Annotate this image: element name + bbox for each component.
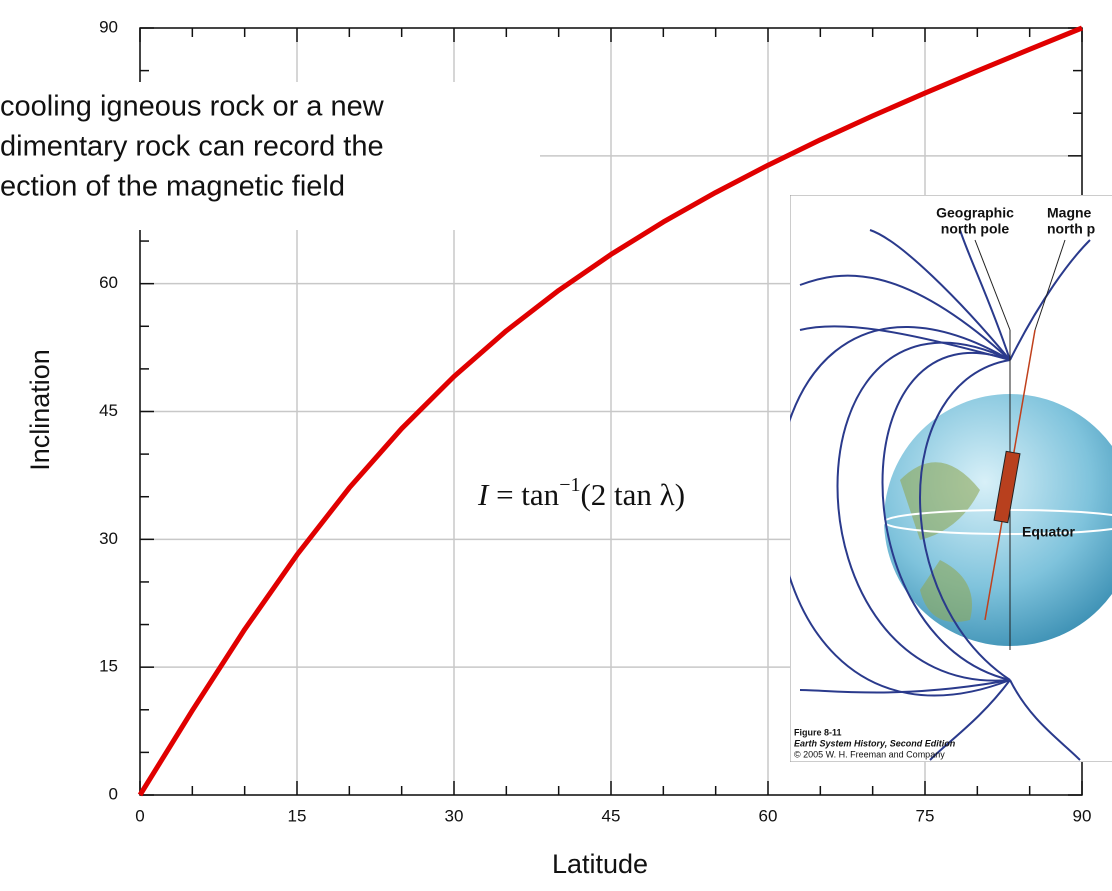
inset-caption: Earth System History, Second Edition [794, 738, 956, 748]
lines [137, 25, 1083, 797]
leader-line [974, 239, 1011, 331]
x-tick-label: 90 [1073, 806, 1092, 825]
y-tick-label: 45 [99, 401, 118, 420]
formula-lhs: I [477, 477, 490, 512]
y-tick-label: 90 [99, 17, 118, 36]
inset-label: Geographic [936, 205, 1014, 221]
formula-eq: = tan [488, 477, 559, 512]
annotation-box [0, 82, 540, 230]
inset-label: Magne [1047, 205, 1092, 221]
inset-label: north pole [941, 221, 1010, 237]
annotation-line: ection of the magnetic field [0, 171, 345, 203]
leader-line [1034, 239, 1066, 331]
annotation-line: dimentary rock can record the [0, 131, 384, 163]
inset-figure: Geographic north pole Magne north p Equa… [790, 195, 1112, 762]
y-axis-title: Inclination [25, 349, 55, 471]
inset-caption: Figure 8-11 [794, 727, 842, 737]
formula-arg: (2 tan λ) [580, 477, 685, 512]
bar-magnet [993, 450, 1021, 524]
inset-label: Equator [1022, 524, 1075, 540]
inset-label: north p [1047, 221, 1095, 237]
formula: I = tan−1(2 tan λ) [477, 474, 685, 513]
formula-exp: −1 [559, 474, 580, 496]
x-tick-label: 45 [602, 806, 621, 825]
y-tick-label: 0 [109, 784, 118, 803]
x-tick-label: 30 [445, 806, 464, 825]
y-tick-label: 60 [99, 273, 118, 292]
field-lines [790, 229, 1091, 761]
data-line [137, 25, 1083, 797]
inset-caption: © 2005 W. H. Freeman and Company [794, 749, 945, 759]
x-axis-title: Latitude [552, 849, 648, 879]
x-tick-label: 75 [916, 806, 935, 825]
annotation-line: cooling igneous rock or a new [0, 91, 385, 123]
x-tick-label: 0 [135, 806, 144, 825]
x-tick-label: 60 [759, 806, 778, 825]
y-tick-label: 30 [99, 529, 118, 548]
y-tick-label: 15 [99, 657, 118, 676]
x-tick-label: 15 [288, 806, 307, 825]
